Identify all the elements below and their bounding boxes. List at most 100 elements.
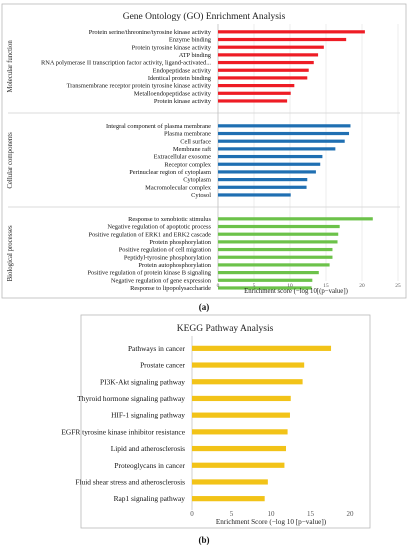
tick-label: Pathways in cancer [128,344,186,353]
bar [218,147,336,151]
group-biological-processes: Response to xenobiotic stimulusNegative … [7,216,373,292]
group-label: Molecular function [7,40,14,93]
bar [218,178,308,182]
x-tick-label: 0 [217,283,220,289]
x-ticks-b: 0 5 10 15 20 [190,510,354,518]
x-tick-label: 10 [268,510,276,518]
tick-label: Extracellular exosome [154,154,211,161]
bar [218,124,351,128]
tick-label: HIF-1 signaling pathway [111,411,185,420]
tick-label: RNA polymerase II transcription factor a… [41,60,211,67]
tick-label: Receptor complex [164,161,211,168]
tick-label: Plasma membrane [164,131,211,138]
tick-label: Fluid shear stress and atherosclerosis [75,477,185,486]
tick-label: Cell surface [180,138,211,145]
bar [218,37,347,42]
x-tick-label: 15 [307,510,315,518]
bar [218,76,308,80]
x-tick-label: 25 [395,283,401,289]
bar [218,53,319,57]
tick-label: Protein tyrosine kinase activity [132,44,212,51]
tick-label: Negative regulation of gene expression [111,277,212,284]
bar [218,91,291,95]
x-tick-label: 20 [359,283,365,289]
tick-label: Cytosol [191,192,211,199]
tick-label: Response to lipopolysaccharide [130,285,211,292]
tick-label: Prostate cancer [140,361,185,370]
bar [218,271,319,275]
tick-label: Rap1 signaling pathway [114,494,186,503]
chart-title-a: Gene Ontology (GO) Enrichment Analysis [123,11,286,22]
tick-label: Protein serine/threonine/tyrosine kinase… [89,29,212,36]
bar [218,68,309,72]
bar [218,193,291,197]
bar [192,362,305,368]
bar [192,412,290,418]
bar [218,84,295,88]
bar-groups-a: Protein serine/threonine/tyrosine kinase… [7,29,373,292]
bar [218,232,339,236]
x-ticks-a: 0 5 10 15 20 25 [217,283,401,289]
bar [218,247,333,252]
tick-label: Cytoplasm [183,177,211,184]
bar [218,139,345,143]
tick-label: Metalloendopeptidase activity [134,90,212,97]
bar [218,217,373,221]
tick-label: Protein autophosphorylation [138,262,211,269]
x-axis-label-a: Enrichment score (−log 10[(p−value]) [244,288,348,295]
group-molecular-function: Protein serine/threonine/tyrosine kinase… [7,29,365,105]
tick-label: Thyroid hormone signaling pathway [77,394,185,403]
panel-label-b: (b) [199,535,210,545]
tick-label: Protein phosphorylation [149,239,211,246]
tick-label: PI3K-Akt signaling pathway [100,377,185,386]
bar [218,255,333,259]
tick-label: Lipid and atherosclerosis [111,444,185,453]
tick-label: Membrane raft [173,146,211,153]
bar [192,395,291,402]
bar [218,286,312,290]
kegg-pathway-chart: KEGG Pathway Analysis Pathways in cancer… [61,314,371,529]
x-tick-label: 5 [253,283,256,289]
tick-label: ATP binding [179,52,212,59]
bar [192,479,268,485]
tick-label: Positive regulation of ERK1 and ERK2 cas… [89,231,212,238]
x-axis-label-b: Enrichment Score (−log 10 [p−value]) [216,518,327,526]
go-enrichment-chart: Gene Ontology (GO) Enrichment Analysis P… [1,3,407,299]
tick-label: Perinuclear region of cytoplasm [129,169,211,176]
bar [218,154,323,159]
bar [218,185,307,189]
bar [218,278,313,282]
x-tick-label: 0 [190,510,194,518]
chart-title-b: KEGG Pathway Analysis [177,324,274,334]
x-tick-label: 5 [230,510,234,518]
tick-label: Identical protein binding [148,75,212,82]
tick-label: Integral component of plasma membrane [106,123,211,130]
bar [218,263,330,267]
chart-frame-a [1,3,407,299]
bar [218,170,316,174]
bar [218,60,314,65]
bar [192,462,285,468]
tick-label: Positive regulation of protein kinase B … [87,270,211,277]
bar [218,45,324,49]
tick-label: Transmembrane receptor protein tyrosine … [67,83,212,90]
tick-label: Endopeptidase activity [153,67,212,74]
bar [192,496,265,502]
bars-b: Pathways in cancer Prostate cancer PI3K-Ak… [61,336,332,510]
x-tick-label: 20 [347,510,355,518]
group-cellular-components: Integral component of plasma membranePla… [7,123,351,199]
gridlines-a [8,24,400,281]
x-tick-label: 15 [323,283,329,289]
bar [218,131,350,136]
bar [218,162,321,166]
tick-label: Protein kinase activity [154,98,212,105]
bar [218,240,338,244]
bar [218,30,365,34]
tick-label: Macromolecular complex [145,184,212,191]
panel-label-a: (a) [199,302,210,312]
bar [192,429,288,435]
tick-label: EGFR tyrosine kinase inhibitor resistanc… [61,427,185,436]
x-tick-label: 10 [287,283,293,289]
tick-label: Enzyme binding [169,37,212,44]
